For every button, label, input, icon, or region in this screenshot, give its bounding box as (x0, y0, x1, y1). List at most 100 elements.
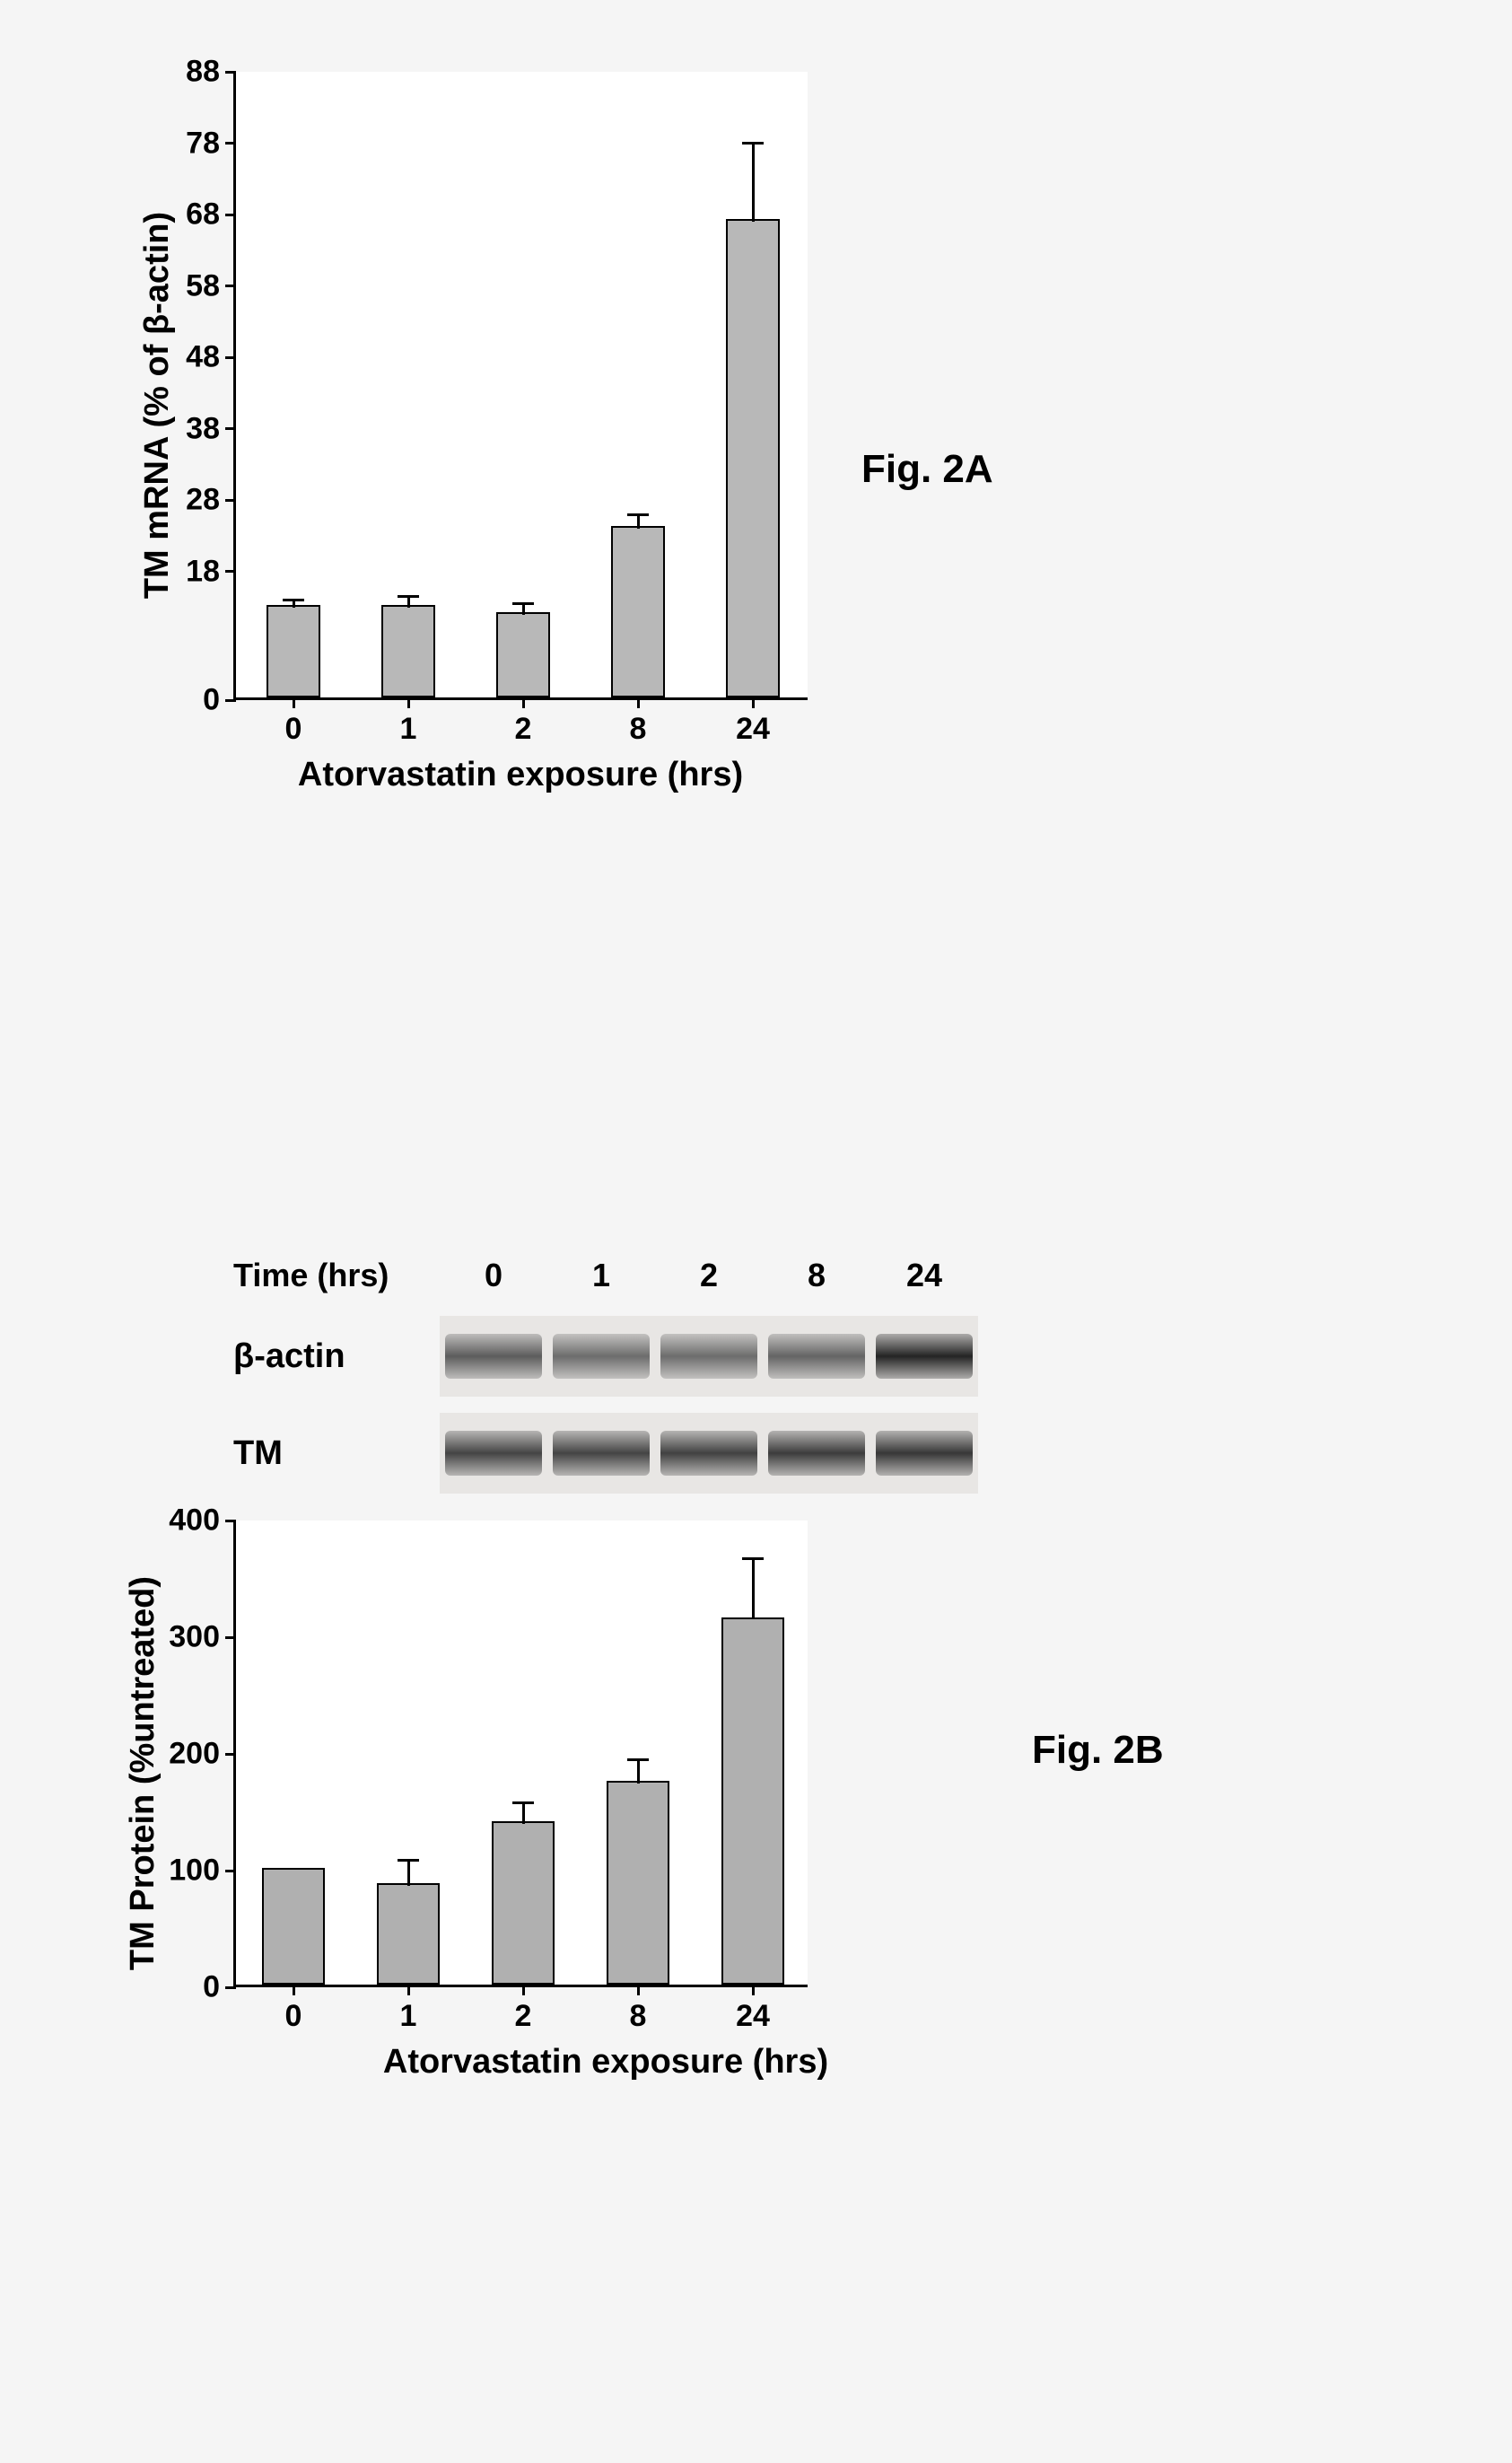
y-tick-label: 88 (186, 55, 220, 90)
figure-2b: Time (hrs) 012824 β-actinTM TM Protein (… (108, 1257, 1274, 2153)
y-tick-label: 58 (186, 268, 220, 303)
x-tick-label: 24 (736, 1999, 770, 2034)
x-tick (637, 697, 640, 708)
blot-row: TM (233, 1413, 978, 1494)
error-cap (512, 602, 534, 605)
blot-band (553, 1431, 650, 1476)
y-tick-label: 200 (169, 1737, 220, 1772)
x-tick (752, 697, 755, 708)
y-tick (225, 1520, 236, 1522)
bar (492, 1821, 555, 1985)
error-cap (283, 599, 304, 601)
y-axis-label-b: TM Protein (%untreated) (124, 1576, 162, 1970)
x-tick-label: 1 (400, 712, 417, 747)
western-blot: Time (hrs) 012824 β-actin TM (233, 1257, 978, 1494)
error-bar (752, 1559, 755, 1620)
x-tick-label: 2 (515, 712, 532, 747)
blot-time: 1 (547, 1257, 655, 1294)
blot-time: 0 (440, 1257, 547, 1294)
x-tick (407, 697, 410, 708)
figure-label-a: Fig. 2A (861, 447, 993, 492)
x-tick-label: 2 (515, 1999, 532, 2034)
x-tick (522, 1985, 525, 1995)
error-cap (398, 595, 419, 598)
y-tick-label: 38 (186, 411, 220, 446)
figure-b-content: Time (hrs) 012824 β-actinTM TM Protein (… (108, 1257, 978, 2153)
blot-times: 012824 (440, 1257, 978, 1294)
blot-time: 2 (655, 1257, 763, 1294)
y-tick (225, 1636, 236, 1639)
figure-label-b: Fig. 2B (1032, 1728, 1164, 1773)
blot-time: 24 (870, 1257, 978, 1294)
blot-time-label: Time (hrs) (233, 1257, 413, 1294)
y-tick-label: 78 (186, 126, 220, 161)
error-cap (627, 1758, 649, 1761)
bar (721, 1617, 784, 1985)
y-tick-label: 0 (203, 683, 220, 718)
x-tick (637, 1985, 640, 1995)
x-tick-label: 0 (285, 1999, 302, 2034)
y-tick (225, 1753, 236, 1756)
blot-band (768, 1431, 865, 1476)
x-tick-label: 8 (630, 1999, 647, 2034)
y-tick (225, 356, 236, 359)
y-tick (225, 1986, 236, 1989)
x-tick (293, 697, 295, 708)
y-tick (225, 214, 236, 216)
error-cap (512, 1801, 534, 1804)
error-bar (407, 1860, 410, 1886)
y-tick (225, 142, 236, 145)
error-cap (742, 142, 764, 145)
y-tick-label: 68 (186, 197, 220, 232)
blot-band (553, 1334, 650, 1379)
blot-header: Time (hrs) 012824 (233, 1257, 978, 1294)
y-tick-label: 100 (169, 1854, 220, 1889)
error-bar (522, 604, 525, 615)
error-bar (752, 144, 755, 223)
chart-wrap-b: Time (hrs) 012824 β-actinTM TM Protein (… (108, 1257, 1274, 2153)
plot-area-a: 01828384858687888012824 (233, 72, 808, 700)
x-tick-label: 0 (285, 712, 302, 747)
blot-band (445, 1334, 542, 1379)
y-tick (225, 285, 236, 287)
y-tick-label: 0 (203, 1970, 220, 2005)
chart-a: TM mRNA (% of β-actin) 01828384858687888… (108, 72, 808, 866)
blot-rows: β-actin TM (233, 1316, 978, 1494)
blot-strip (440, 1316, 978, 1397)
blot-label: β-actin (233, 1337, 413, 1376)
error-cap (627, 513, 649, 516)
y-axis-label-a: TM mRNA (% of β-actin) (138, 212, 177, 599)
error-bar (637, 1760, 640, 1784)
bar (267, 605, 320, 697)
bar (381, 605, 435, 697)
blot-label: TM (233, 1434, 413, 1473)
blot-band (660, 1334, 757, 1379)
error-bar (407, 597, 410, 608)
blot-band (445, 1431, 542, 1476)
blot-band (876, 1431, 973, 1476)
x-tick-label: 8 (630, 712, 647, 747)
blot-strip (440, 1413, 978, 1494)
y-tick (225, 71, 236, 74)
blot-time: 8 (763, 1257, 870, 1294)
chart-wrap-a: TM mRNA (% of β-actin) 01828384858687888… (108, 72, 1274, 866)
x-axis-label-b: Atorvastatin exposure (hrs) (233, 1998, 978, 2082)
blot-band (768, 1334, 865, 1379)
error-cap (742, 1557, 764, 1560)
error-bar (522, 1803, 525, 1824)
blot-band (876, 1334, 973, 1379)
y-tick-label: 300 (169, 1620, 220, 1655)
bar (262, 1868, 325, 1985)
y-tick-label: 18 (186, 554, 220, 589)
x-tick (293, 1985, 295, 1995)
bar (726, 219, 780, 697)
error-bar (637, 514, 640, 529)
x-tick (752, 1985, 755, 1995)
y-tick (225, 499, 236, 502)
blot-band (660, 1431, 757, 1476)
y-tick (225, 570, 236, 573)
x-tick (522, 697, 525, 708)
chart-b: TM Protein (%untreated) 0100200300400012… (108, 1521, 978, 2153)
y-tick-label: 400 (169, 1503, 220, 1538)
figure-2a: TM mRNA (% of β-actin) 01828384858687888… (108, 72, 1274, 866)
